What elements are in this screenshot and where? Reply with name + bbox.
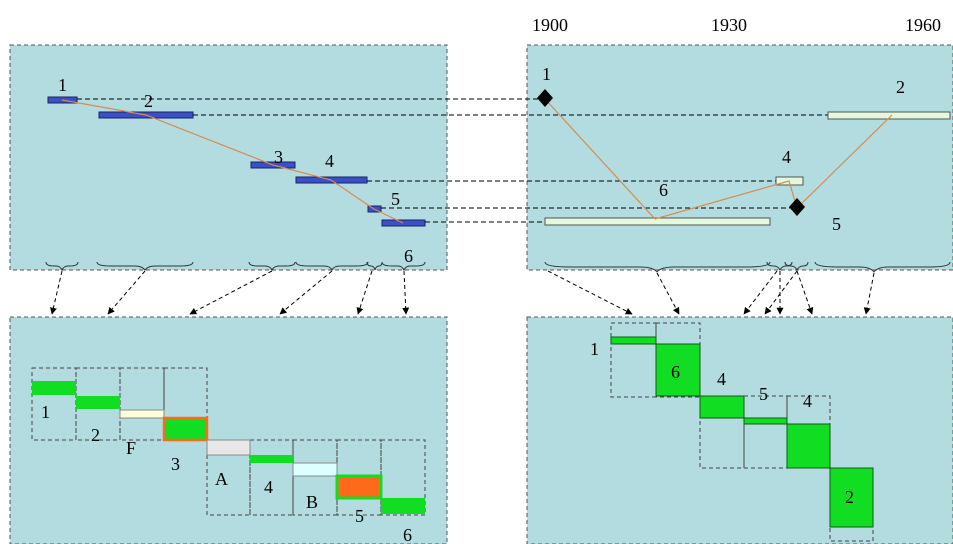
bl-label-f: F — [126, 438, 136, 458]
br-label-4b: 4 — [803, 391, 812, 411]
brace-tl-4 — [295, 261, 369, 272]
br-block-6 — [655, 343, 701, 397]
bl-block-b — [292, 462, 338, 477]
tl-label-4: 4 — [325, 151, 334, 171]
tr-bar-6 — [544, 217, 771, 226]
bl-label-2: 2 — [91, 425, 100, 445]
tr-diamond-5 — [789, 198, 805, 216]
brace-tl-6 — [381, 261, 426, 272]
brace-tl-5 — [366, 261, 383, 271]
mapping-arrows — [50, 270, 875, 315]
tr-diamond-1 — [537, 89, 553, 107]
tr-label-4: 4 — [782, 147, 791, 167]
bl-cell-4 — [249, 439, 294, 516]
arrow-tl-3 — [189, 270, 273, 315]
arrow-tr-a — [547, 270, 633, 315]
bottom-right-panel — [526, 316, 953, 544]
br-block-5 — [743, 417, 788, 425]
arrow-tr-g — [863, 272, 875, 315]
arrow-tl-6 — [402, 270, 410, 315]
arrow-tr-e — [764, 270, 798, 315]
arrow-tr-c — [743, 270, 778, 315]
arrow-tl-2 — [107, 270, 146, 315]
br-block-2 — [829, 467, 874, 528]
bl-label-b: B — [306, 492, 318, 512]
bl-block-a — [206, 439, 251, 456]
br-cell-1 — [610, 322, 657, 398]
year-label-1960: 1960 — [905, 15, 941, 35]
bl-label-4: 4 — [264, 477, 273, 497]
br-block-4a — [699, 395, 745, 419]
bl-block-6 — [381, 498, 425, 514]
tl-label-2: 2 — [144, 91, 153, 111]
brace-tr-6 — [544, 261, 771, 273]
br-label-4a: 4 — [717, 369, 726, 389]
top-right-panel — [526, 44, 953, 271]
tl-label-6: 6 — [404, 246, 413, 266]
arrow-tr-f — [796, 270, 814, 315]
bl-label-3: 3 — [171, 454, 180, 474]
br-label-5: 5 — [759, 384, 768, 404]
bl-label-a: A — [215, 469, 228, 489]
arrow-tr-b — [656, 272, 680, 315]
bl-block-1 — [32, 381, 76, 395]
tr-label-2: 2 — [896, 77, 905, 97]
br-block-4b — [786, 423, 831, 469]
brace-tr-2 — [814, 261, 951, 273]
br-label-2: 2 — [845, 487, 854, 507]
bl-block-f — [119, 409, 165, 419]
br-label-6: 6 — [671, 362, 680, 382]
tr-label-1: 1 — [542, 64, 551, 84]
alignment-lines — [77, 98, 828, 223]
br-label-1: 1 — [590, 339, 599, 359]
bl-block-3 — [162, 416, 209, 442]
bl-label-6: 6 — [403, 525, 412, 544]
tl-label-1: 1 — [58, 75, 67, 95]
bl-cell-b — [292, 439, 338, 516]
brace-tl-3 — [248, 261, 296, 272]
arrow-tl-4 — [279, 270, 333, 315]
br-block-1 — [610, 336, 657, 345]
top-left-panel — [9, 44, 448, 271]
bl-block-4 — [250, 455, 293, 463]
year-label-1900: 1900 — [532, 15, 568, 35]
bottom-left-panel — [9, 316, 448, 544]
brace-tr-5 — [784, 261, 809, 272]
brace-tl-2 — [96, 261, 194, 271]
bl-block-2 — [76, 396, 120, 409]
bl-label-5: 5 — [355, 506, 364, 526]
year-label-1930: 1930 — [711, 15, 747, 35]
bl-cell-5 — [336, 439, 382, 516]
tr-bar-2 — [827, 111, 951, 120]
tr-label-6: 6 — [659, 180, 668, 200]
bl-blocks — [32, 381, 425, 514]
tl-bar-6 — [381, 219, 426, 227]
arrow-tl-1 — [50, 270, 63, 315]
bl-label-1: 1 — [41, 402, 50, 422]
tl-connector-line — [61, 99, 404, 224]
tl-label-5: 5 — [391, 189, 400, 209]
br-blocks — [610, 336, 874, 528]
tr-connector-line — [544, 98, 893, 220]
brace-tl-1 — [45, 261, 79, 272]
braces — [45, 261, 951, 273]
arrow-tl-5 — [356, 270, 373, 315]
bl-block-5 — [335, 474, 383, 500]
tl-label-3: 3 — [274, 147, 283, 167]
bl-cell-6 — [380, 439, 426, 516]
tr-label-5: 5 — [832, 214, 841, 234]
